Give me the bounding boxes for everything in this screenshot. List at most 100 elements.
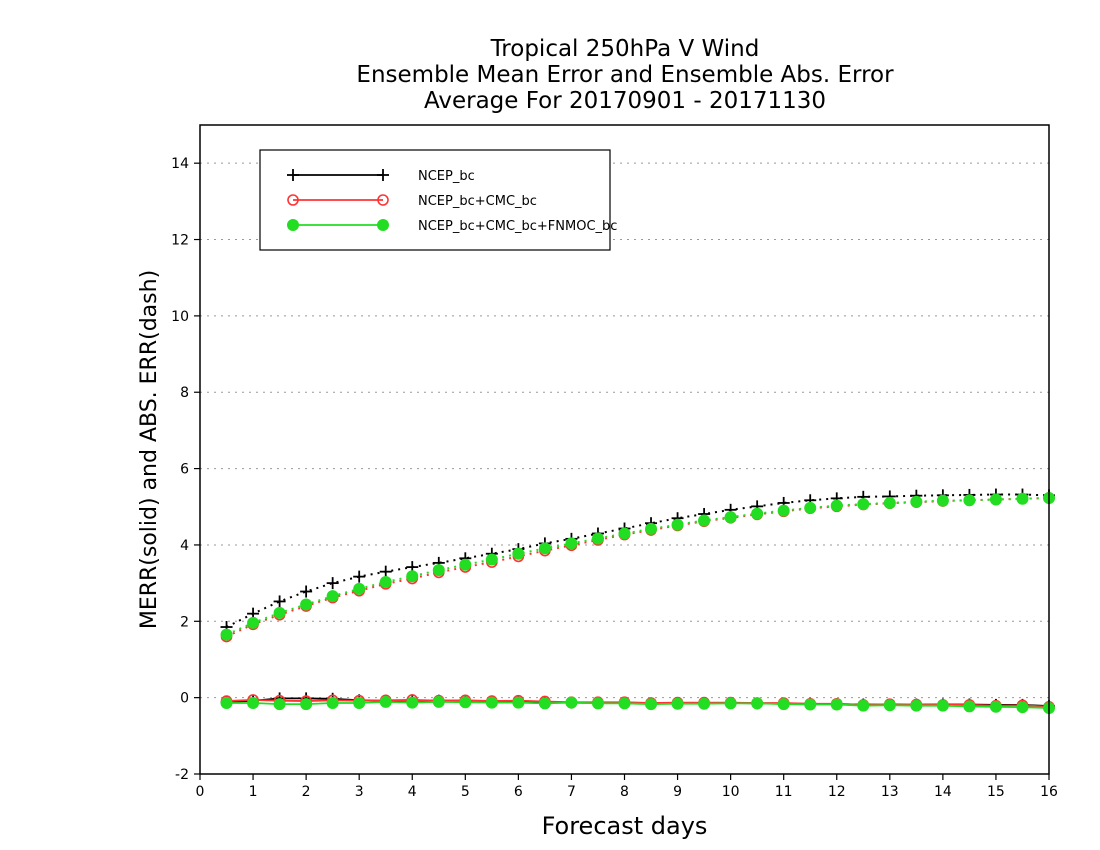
merr-point <box>698 697 711 710</box>
series-0 <box>220 488 1055 713</box>
merr-point <box>777 698 790 711</box>
x-tick-label: 7 <box>567 784 576 800</box>
merr-point <box>618 697 631 710</box>
abs-err-point <box>645 522 658 535</box>
x-tick-label: 12 <box>828 784 846 800</box>
abs-err-point <box>512 547 525 560</box>
merr-point <box>485 696 498 709</box>
merr-point <box>883 699 896 712</box>
abs-err-point <box>618 527 631 540</box>
merr-point <box>724 697 737 710</box>
y-tick-label: 8 <box>180 385 189 401</box>
abs-err-point <box>273 606 286 619</box>
merr-point <box>432 695 445 708</box>
abs-err-point <box>247 616 260 629</box>
merr-point <box>220 696 233 709</box>
abs-err-point <box>989 493 1002 506</box>
x-tick-label: 15 <box>987 784 1005 800</box>
abs-err-point <box>485 553 498 566</box>
abs-err-point <box>326 590 339 603</box>
merr-point <box>751 697 764 710</box>
legend-marker <box>287 194 299 206</box>
abs-err-point <box>777 504 790 517</box>
legend: NCEP_bc NCEP_bc+CMC_bc NCEP_bc+CMC_bc+FNMO… <box>259 149 617 251</box>
chart-title-line-1: Tropical 250hPa V Wind <box>490 36 760 62</box>
merr-point <box>804 698 817 711</box>
merr-point <box>459 696 472 709</box>
merr-point <box>963 700 976 713</box>
abs-err-point <box>910 495 923 508</box>
merr-point <box>936 699 949 712</box>
x-tick-label: 14 <box>934 784 952 800</box>
legend-label: NCEP_bc+CMC_bc+FNMOC_bc <box>418 219 617 234</box>
y-tick-label: 14 <box>171 156 189 172</box>
x-tick-label: 1 <box>249 784 258 800</box>
abs-err-point <box>804 501 817 514</box>
legend-marker <box>287 219 299 231</box>
legend-marker <box>377 219 389 231</box>
x-tick-label: 3 <box>355 784 364 800</box>
merr-point <box>989 700 1002 713</box>
abs-err-point <box>379 575 392 588</box>
series-layer <box>220 488 1055 714</box>
abs-err-point <box>963 494 976 507</box>
abs-err-point <box>857 498 870 511</box>
x-tick-label: 4 <box>408 784 417 800</box>
legend-label: NCEP_bc <box>418 169 475 184</box>
x-tick-label: 8 <box>620 784 629 800</box>
abs-err-point <box>883 496 896 509</box>
y-tick-label: 0 <box>180 691 189 707</box>
x-tick-label: 0 <box>196 784 205 800</box>
abs-err-point <box>671 518 684 531</box>
merr-point <box>910 699 923 712</box>
y-tick-label: 10 <box>171 309 189 325</box>
abs-err-point <box>1016 492 1029 505</box>
abs-err-line-2 <box>226 496 1050 636</box>
merr-point <box>406 696 419 709</box>
x-tick-label: 6 <box>514 784 523 800</box>
merr-point <box>247 696 260 709</box>
y-tick-label: 6 <box>180 462 189 478</box>
abs-err-point <box>432 564 445 577</box>
chart-title-line-2: Ensemble Mean Error and Ensemble Abs. Er… <box>356 62 894 88</box>
abs-err-point <box>300 598 313 611</box>
merr-point <box>591 697 604 710</box>
abs-err-point <box>459 558 472 571</box>
x-tick-label: 5 <box>461 784 470 800</box>
y-tick-label: 4 <box>180 538 189 554</box>
y-tick-label: 2 <box>180 614 189 630</box>
abs-err-point <box>538 542 551 555</box>
abs-err-point <box>220 628 233 641</box>
x-tick-label: 13 <box>881 784 899 800</box>
merr-point <box>300 698 313 711</box>
merr-point <box>353 696 366 709</box>
abs-err-point <box>406 570 419 583</box>
y-axis-label: MERR(solid) and ABS. ERR(dash) <box>137 270 162 629</box>
merr-point <box>645 698 658 711</box>
merr-point <box>857 699 870 712</box>
x-axis-label: Forecast days <box>542 812 708 840</box>
x-tick-label: 9 <box>673 784 682 800</box>
abs-err-line-1 <box>226 496 1050 638</box>
series-1 <box>220 492 1055 713</box>
legend-label: NCEP_bc+CMC_bc <box>418 194 537 209</box>
abs-err-point <box>830 499 843 512</box>
abs-err-point <box>353 582 366 595</box>
x-tick-label: 10 <box>722 784 740 800</box>
y-tick-label: -2 <box>175 767 189 783</box>
series-2 <box>220 491 1055 714</box>
merr-point <box>538 697 551 710</box>
abs-err-point <box>698 514 711 527</box>
merr-point <box>379 695 392 708</box>
legend-marker <box>377 194 389 206</box>
merr-point <box>1016 701 1029 714</box>
abs-err-point <box>565 537 578 550</box>
abs-err-point <box>936 494 949 507</box>
merr-point <box>273 698 286 711</box>
x-tick-label: 2 <box>302 784 311 800</box>
merr-point <box>671 697 684 710</box>
merr-point <box>565 696 578 709</box>
abs-err-line-0 <box>226 493 1050 628</box>
